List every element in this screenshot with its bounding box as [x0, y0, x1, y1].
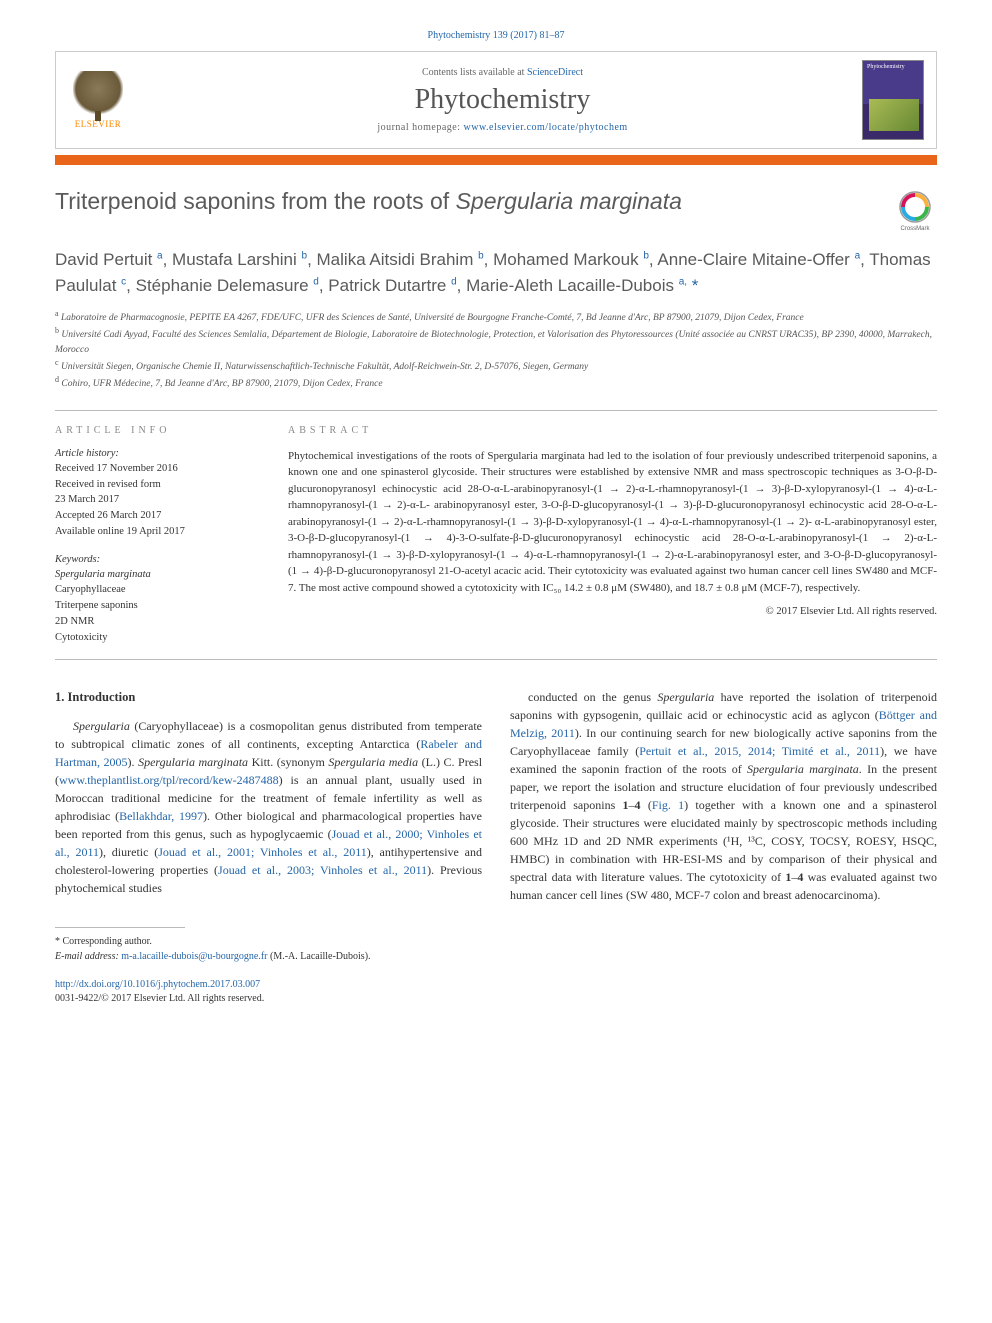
affiliation-item: b Université Cadi Ayyad, Faculté des Sci…: [55, 325, 937, 357]
keyword-item: 2D NMR: [55, 614, 260, 630]
journal-header-box: ELSEVIER Contents lists available at Sci…: [55, 51, 937, 149]
keyword-item: Spergularia marginata: [55, 567, 260, 583]
sciencedirect-link[interactable]: ScienceDirect: [527, 67, 583, 78]
article-title: Triterpenoid saponins from the roots of …: [55, 187, 878, 217]
divider-line: [55, 410, 937, 411]
contents-available-line: Contents lists available at ScienceDirec…: [143, 67, 862, 78]
body-column-left: 1. Introduction Spergularia (Caryophylla…: [55, 688, 482, 1006]
keywords-label: Keywords:: [55, 554, 260, 565]
journal-homepage-link[interactable]: www.elsevier.com/locate/phytochem: [464, 122, 628, 133]
history-item: Received in revised form: [55, 477, 260, 493]
keyword-item: Caryophyllaceae: [55, 582, 260, 598]
crossmark-badge[interactable]: CrossMark: [893, 189, 937, 233]
history-item: Received 17 November 2016: [55, 461, 260, 477]
divider-line: [55, 659, 937, 660]
journal-reference: Phytochemistry 139 (2017) 81–87: [55, 30, 937, 41]
svg-text:CrossMark: CrossMark: [900, 226, 930, 232]
history-item: 23 March 2017: [55, 492, 260, 508]
corresponding-author-note: * Corresponding author. E-mail address: …: [55, 934, 482, 964]
doi-block: http://dx.doi.org/10.1016/j.phytochem.20…: [55, 978, 482, 1006]
article-history-label: Article history:: [55, 448, 260, 459]
history-item: Accepted 26 March 2017: [55, 508, 260, 524]
keyword-item: Triterpene saponins: [55, 598, 260, 614]
elsevier-tree-icon: [73, 71, 123, 116]
footnote-separator: [55, 927, 185, 928]
abstract-copyright: © 2017 Elsevier Ltd. All rights reserved…: [288, 606, 937, 617]
affiliation-item: a Laboratoire de Pharmacognosie, PEPITE …: [55, 308, 937, 325]
publisher-logo[interactable]: ELSEVIER: [68, 65, 128, 135]
body-paragraph: Spergularia (Caryophyllaceae) is a cosmo…: [55, 717, 482, 897]
journal-homepage-line: journal homepage: www.elsevier.com/locat…: [143, 122, 862, 133]
doi-link[interactable]: http://dx.doi.org/10.1016/j.phytochem.20…: [55, 978, 482, 992]
cover-label: Phytochemistry: [867, 64, 905, 70]
keyword-item: Cytotoxicity: [55, 630, 260, 646]
author-list: David Pertuit a, Mustafa Larshini b, Mal…: [55, 247, 937, 298]
affiliation-item: c Universität Siegen, Organische Chemie …: [55, 357, 937, 374]
abstract-block: ABSTRACT Phytochemical investigations of…: [288, 425, 937, 646]
body-column-right: conducted on the genus Spergularia have …: [510, 688, 937, 1006]
section-heading-introduction: 1. Introduction: [55, 688, 482, 707]
article-info-block: ARTICLE INFO Article history: Received 1…: [55, 425, 260, 646]
abstract-text: Phytochemical investigations of the root…: [288, 448, 937, 597]
cover-image-icon: [869, 99, 919, 131]
article-info-label: ARTICLE INFO: [55, 425, 260, 436]
journal-cover-thumbnail[interactable]: Phytochemistry: [862, 60, 924, 140]
affiliation-item: d Cohiro, UFR Médecine, 7, Bd Jeanne d'A…: [55, 374, 937, 391]
issn-copyright: 0031-9422/© 2017 Elsevier Ltd. All right…: [55, 992, 482, 1006]
corresponding-email-link[interactable]: m-a.lacaille-dubois@u-bourgogne.fr: [121, 951, 267, 962]
abstract-label: ABSTRACT: [288, 425, 937, 436]
journal-name: Phytochemistry: [143, 84, 862, 116]
orange-separator-bar: [55, 155, 937, 165]
body-paragraph: conducted on the genus Spergularia have …: [510, 688, 937, 904]
history-item: Available online 19 April 2017: [55, 524, 260, 540]
affiliations-list: a Laboratoire de Pharmacognosie, PEPITE …: [55, 308, 937, 392]
